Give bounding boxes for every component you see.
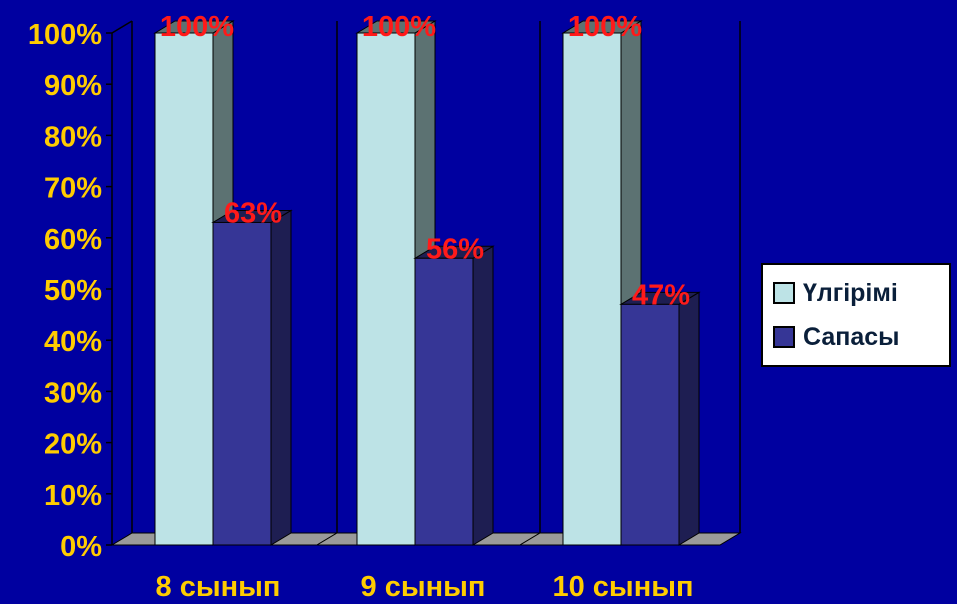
y-tick-label: 100%: [28, 19, 102, 51]
category-label: 8 сынып: [156, 571, 281, 603]
y-axis-ticks: 0% 10% 20% 30% 40% 50% 60% 70% 80% 90% 100%: [28, 19, 112, 563]
bar-front-face: [414, 257, 474, 546]
legend-swatch-ulgirimi: [773, 282, 795, 304]
category-labels: 8 сынып 9 сынып 10 сынып: [156, 571, 694, 603]
y-tick-label: 0%: [60, 531, 102, 563]
bar-front-face: [562, 32, 622, 546]
bar-front-face: [212, 221, 272, 546]
bar-sapasy: [619, 291, 701, 546]
y-tick-label: 90%: [44, 70, 102, 102]
top-wall-edge: [111, 20, 133, 34]
data-labels: 100% 63% 100% 56% 100% 47%: [160, 11, 690, 311]
y-tick-label: 70%: [44, 173, 102, 205]
y-tick-label: 50%: [44, 275, 102, 307]
data-label: 63%: [224, 197, 282, 229]
legend-label-sapasy: Сапасы: [803, 322, 900, 351]
category-label: 10 сынып: [552, 571, 693, 603]
data-label: 47%: [632, 279, 690, 311]
y-tick-label: 30%: [44, 377, 102, 409]
bar-side-face: [270, 209, 292, 546]
y-tick-label: 20%: [44, 429, 102, 461]
bar-sapasy: [413, 245, 495, 546]
data-label: 100%: [160, 11, 234, 43]
data-label: 56%: [426, 233, 484, 265]
bar-side-face: [472, 245, 494, 546]
bar-front-face: [154, 32, 214, 546]
y-tick-label: 80%: [44, 121, 102, 153]
y-tick-label: 10%: [44, 480, 102, 512]
bar-sapasy: [211, 209, 293, 546]
y-tick-label: 40%: [44, 326, 102, 358]
chart-walls: [111, 20, 741, 545]
legend-swatch-sapasy: [773, 326, 795, 348]
y-tick-label: 60%: [44, 224, 102, 256]
legend: Үлгірімі Сапасы: [761, 263, 951, 367]
data-label: 100%: [362, 11, 436, 43]
data-label: 100%: [568, 11, 642, 43]
legend-label-ulgirimi: Үлгірімі: [803, 278, 898, 307]
bar-front-face: [356, 32, 416, 546]
legend-item-sapasy: Сапасы: [773, 315, 939, 359]
category-label: 9 сынып: [361, 571, 486, 603]
legend-item-ulgirimi: Үлгірімі: [773, 271, 939, 315]
bar-front-face: [620, 303, 680, 546]
bar-side-face: [678, 291, 700, 546]
bars: [153, 20, 701, 546]
